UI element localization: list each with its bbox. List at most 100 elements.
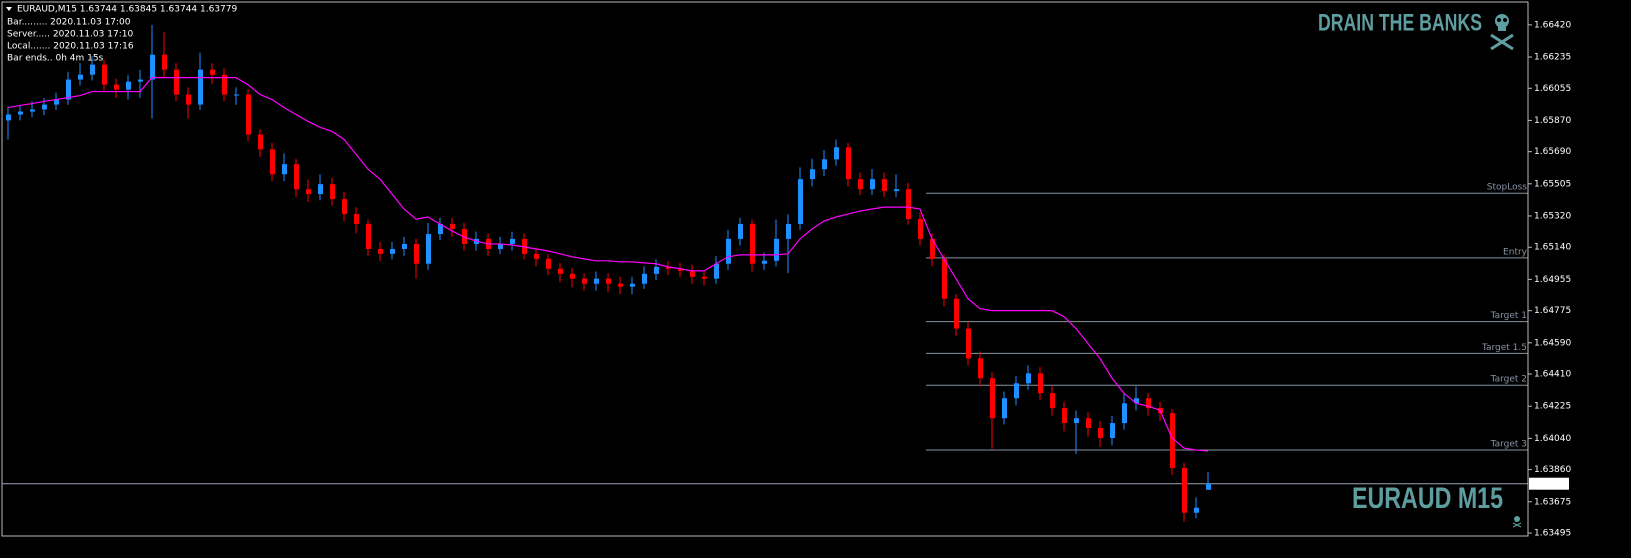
y-tick-label: 1.64775 <box>1534 306 1571 316</box>
y-tick-label: 1.64955 <box>1534 275 1571 285</box>
candle-body <box>666 266 671 269</box>
candle-body <box>606 278 611 284</box>
y-tick-label: 1.65690 <box>1534 147 1571 157</box>
candle-body <box>30 109 35 112</box>
watermark: DRAIN THE BANKS <box>1318 9 1482 36</box>
y-tick-label: 1.64410 <box>1534 370 1571 380</box>
candle-body <box>150 54 155 80</box>
level-label: Target 3 <box>1490 439 1527 449</box>
candle-body <box>846 147 851 180</box>
candle-body <box>558 268 563 274</box>
info-line: Bar ends.. 0h 4m 15s <box>7 54 104 64</box>
candle-body <box>6 114 11 121</box>
candle-body <box>402 243 407 249</box>
candle-body <box>1182 467 1187 513</box>
moving-average <box>7 77 1209 452</box>
skull-icon <box>1490 14 1514 51</box>
candle-body <box>930 238 935 259</box>
candle-body <box>1014 383 1019 399</box>
candle-body <box>186 94 191 105</box>
candle-body <box>1062 408 1067 424</box>
level-label: StopLoss <box>1487 183 1528 193</box>
candle-body <box>822 159 827 170</box>
candle-body <box>738 223 743 239</box>
candle-body <box>330 184 335 200</box>
current-price-label: 1.63779 <box>1532 479 1569 489</box>
candle-body <box>966 328 971 359</box>
level-label: Target 2 <box>1490 375 1527 385</box>
chart-label: EURAUD M15 <box>1352 482 1503 515</box>
candle-body <box>786 223 791 239</box>
candle-body <box>450 223 455 229</box>
candle-body <box>234 94 239 96</box>
candle-body <box>78 74 83 80</box>
info-line: Bar......... 2020.11.03 17:00 <box>7 18 131 28</box>
candle-body <box>1074 418 1079 424</box>
candle-body <box>42 104 47 110</box>
candle-body <box>426 234 431 264</box>
candle-body <box>906 189 911 220</box>
candle-body <box>462 228 467 244</box>
candle-body <box>222 74 227 95</box>
y-tick-label: 1.66420 <box>1534 20 1571 30</box>
candle-body <box>978 358 983 379</box>
candle-body <box>510 238 515 244</box>
candle-body <box>90 64 95 75</box>
candle-body <box>1194 507 1199 513</box>
candle-body <box>342 199 347 215</box>
candle-body <box>918 219 923 239</box>
info-line: Local....... 2020.11.03 17:16 <box>7 42 134 52</box>
candle-body <box>750 223 755 264</box>
candle-body <box>834 147 839 160</box>
candle-body <box>174 69 179 95</box>
candle-body <box>630 283 635 287</box>
candle-body <box>270 149 275 175</box>
symbol-line: EURAUD,M15 1.63744 1.63845 1.63744 1.637… <box>17 5 238 15</box>
candle-body <box>534 253 539 259</box>
candle-body <box>54 99 59 105</box>
candle-body <box>858 179 863 190</box>
candle-body <box>870 179 875 190</box>
candle-body <box>378 248 383 254</box>
candle-body <box>414 243 419 264</box>
candle-body <box>582 278 587 284</box>
info-line: Server..... 2020.11.03 17:10 <box>7 30 133 40</box>
y-tick-label: 1.63860 <box>1534 465 1571 475</box>
candle-body <box>882 179 887 192</box>
candle-body <box>438 223 443 235</box>
candle-body <box>294 164 299 190</box>
candle-body <box>1206 483 1211 490</box>
y-tick-label: 1.65320 <box>1534 211 1571 221</box>
candle-body <box>210 69 215 75</box>
y-tick-label: 1.64590 <box>1534 338 1571 348</box>
plot-area: StopLoss Entry Target 1 Target 1.5 Target 2 T… <box>2 24 1528 522</box>
candle-body <box>258 134 263 150</box>
candle-body <box>1146 398 1151 409</box>
current-price-box <box>1529 477 1569 490</box>
candle-body <box>1002 398 1007 419</box>
candle-body <box>618 283 623 287</box>
collapse-marker <box>6 7 12 11</box>
candle-body <box>1086 418 1091 429</box>
candle-body <box>138 79 143 82</box>
y-tick-label: 1.64040 <box>1534 434 1571 444</box>
small-skull-icon <box>1512 516 1522 528</box>
y-tick-label: 1.65505 <box>1534 179 1571 189</box>
candle-body <box>318 184 323 195</box>
candle-body <box>942 258 947 299</box>
candle-body <box>954 298 959 329</box>
candle-body <box>1026 373 1031 384</box>
level-label: Target 1.5 <box>1481 343 1527 353</box>
candle-body <box>714 263 719 279</box>
y-tick-label: 1.66235 <box>1534 52 1571 62</box>
candle-body <box>810 169 815 180</box>
candle-body <box>390 248 395 254</box>
candle-body <box>102 64 107 85</box>
y-tick-label: 1.66055 <box>1534 84 1571 94</box>
candle-body <box>198 69 203 105</box>
candle-body <box>126 81 131 90</box>
candle-body <box>1110 423 1115 439</box>
candle-body <box>1134 398 1139 404</box>
